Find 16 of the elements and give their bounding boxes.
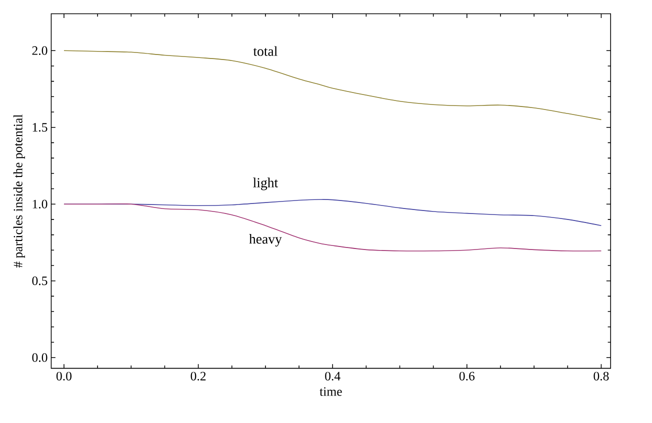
x-tick-label: 0.0 (56, 372, 72, 380)
y-tick-label: 0.0 (32, 353, 48, 362)
series-label: light (253, 177, 278, 190)
x-tick-label: 0.6 (459, 372, 475, 380)
series-label: total (253, 46, 278, 56)
y-tick-label: 1.0 (32, 200, 48, 208)
series-label: heavy (249, 234, 282, 246)
x-tick-label: 0.8 (594, 372, 609, 380)
x-axis-title: time (320, 387, 342, 396)
y-axis-title: # particles inside the potential (13, 114, 25, 268)
line-series (64, 203, 602, 252)
x-tick-label: 0.2 (190, 372, 206, 380)
y-tick-label: 2.0 (32, 46, 48, 55)
x-tick-label: 0.4 (325, 372, 340, 380)
y-tick-label: 0.5 (32, 276, 48, 285)
y-tick-label: 1.5 (32, 122, 48, 132)
